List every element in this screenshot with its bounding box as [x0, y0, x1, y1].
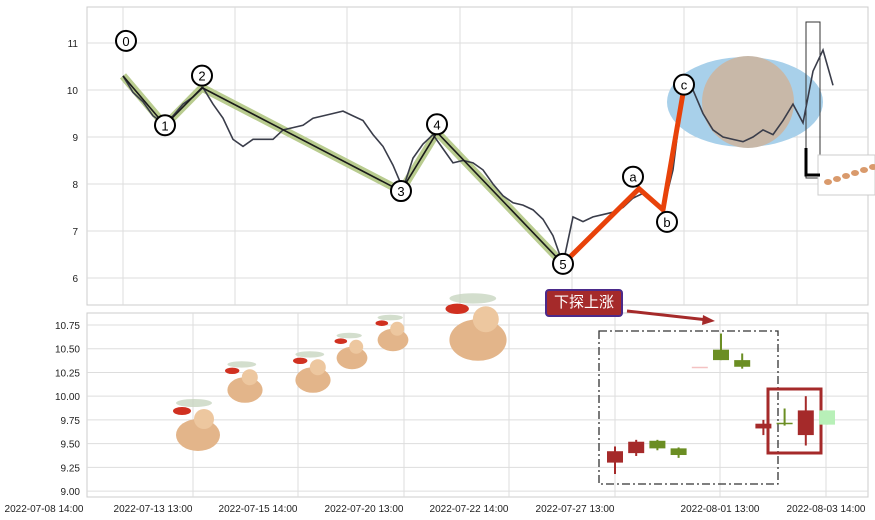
helicopter-icon	[375, 320, 389, 327]
wave-point-label: b	[663, 215, 670, 230]
dog-head-icon	[241, 369, 258, 386]
propeller-icon	[295, 351, 325, 358]
bottom-ytick-label: 9.75	[61, 416, 81, 427]
bottom-ytick-label: 10.00	[55, 392, 80, 403]
bottom-ytick-label: 10.25	[55, 368, 80, 379]
bottom-ytick-label: 10.50	[55, 345, 80, 356]
wave-point-marker	[656, 210, 678, 233]
wave-point-marker	[154, 114, 176, 137]
wave-point-marker	[390, 180, 412, 203]
bottom-ytick-label: 10.75	[55, 321, 80, 332]
inset-arrow	[804, 148, 820, 177]
xtick-label: 2022-07-20 13:00	[325, 504, 404, 515]
candle-body	[691, 366, 708, 369]
candle-body	[628, 441, 645, 454]
xtick-label: 2022-07-08 14:00	[5, 504, 84, 515]
helicopter-icon	[225, 367, 240, 374]
wave-point-label: 2	[198, 69, 205, 84]
top-plot-area	[86, 6, 869, 306]
wave-point-marker	[115, 29, 137, 52]
dog-head-icon	[194, 409, 214, 429]
candle-body	[607, 451, 623, 463]
helicopter-icon	[445, 303, 469, 314]
dog-head-icon	[309, 359, 326, 376]
propeller-icon	[176, 399, 212, 407]
helicopter-icon	[334, 338, 348, 345]
candle-body	[755, 423, 772, 429]
xtick-label: 2022-08-03 14:00	[787, 504, 866, 515]
dog-head-icon	[472, 306, 499, 333]
dog-thumbnail-icon	[833, 176, 841, 182]
dog-thumbnail-icon	[860, 167, 868, 173]
xtick-label: 2022-08-01 13:00	[681, 504, 760, 515]
xtick-label: 2022-07-15 14:00	[219, 504, 298, 515]
price-line	[122, 47, 834, 267]
wave-point-label: 5	[559, 257, 566, 272]
propeller-icon	[449, 293, 497, 304]
xtick-label: 2022-07-27 13:00	[536, 504, 615, 515]
propeller-icon	[377, 314, 403, 321]
bottom-ytick-label: 9.50	[61, 440, 81, 451]
dog-thumbnail-icon	[869, 164, 875, 170]
wave-point-marker	[191, 64, 213, 87]
candle-body	[734, 360, 751, 367]
top-ytick-label: 9	[72, 133, 78, 144]
inset-box-outline	[805, 21, 821, 179]
wave-point-label: 3	[397, 184, 404, 199]
candle-body	[713, 349, 729, 361]
top-ytick-label: 10	[67, 86, 79, 97]
annotation-label: 下探上涨	[545, 289, 623, 317]
wave-point-marker	[673, 73, 695, 96]
wave-point-marker	[552, 252, 574, 275]
candle-body	[797, 410, 814, 436]
candle-body	[670, 448, 687, 456]
wave-point-label: a	[629, 170, 637, 185]
dog-thumbnail-icon	[851, 170, 859, 176]
propeller-icon	[227, 361, 257, 368]
xtick-label: 2022-07-13 13:00	[114, 504, 193, 515]
projection-line	[561, 87, 687, 266]
top-ytick-label: 11	[68, 39, 79, 50]
dog-head-icon	[390, 321, 405, 336]
bottom-ytick-label: 9.00	[61, 487, 81, 498]
candle-body	[776, 422, 793, 425]
candle-body	[649, 440, 666, 449]
helicopter-icon	[293, 357, 308, 364]
wave-point-label: c	[681, 78, 688, 93]
top-ytick-label: 8	[72, 180, 78, 191]
wave-point-label: 0	[122, 34, 129, 49]
bottom-ytick-label: 9.25	[61, 463, 81, 474]
dog-thumbnail-icon	[824, 179, 832, 185]
candle-body	[819, 410, 835, 425]
wave-point-label: 1	[161, 118, 168, 133]
wave-point-label: 4	[433, 117, 440, 132]
wave-point-marker	[426, 113, 448, 136]
arrowhead-icon	[702, 315, 715, 325]
xtick-label: 2022-07-22 14:00	[430, 504, 509, 515]
highlight-circle	[702, 56, 794, 148]
top-ytick-label: 7	[72, 227, 78, 238]
wave-point-marker	[622, 165, 644, 188]
annotation-arrow	[626, 309, 709, 322]
dog-head-icon	[349, 339, 364, 354]
helicopter-icon	[173, 407, 191, 415]
propeller-icon	[336, 332, 362, 339]
dashdot-box	[598, 330, 779, 485]
dog-thumbnail-icon	[842, 173, 850, 179]
top-ytick-label: 6	[72, 274, 78, 285]
